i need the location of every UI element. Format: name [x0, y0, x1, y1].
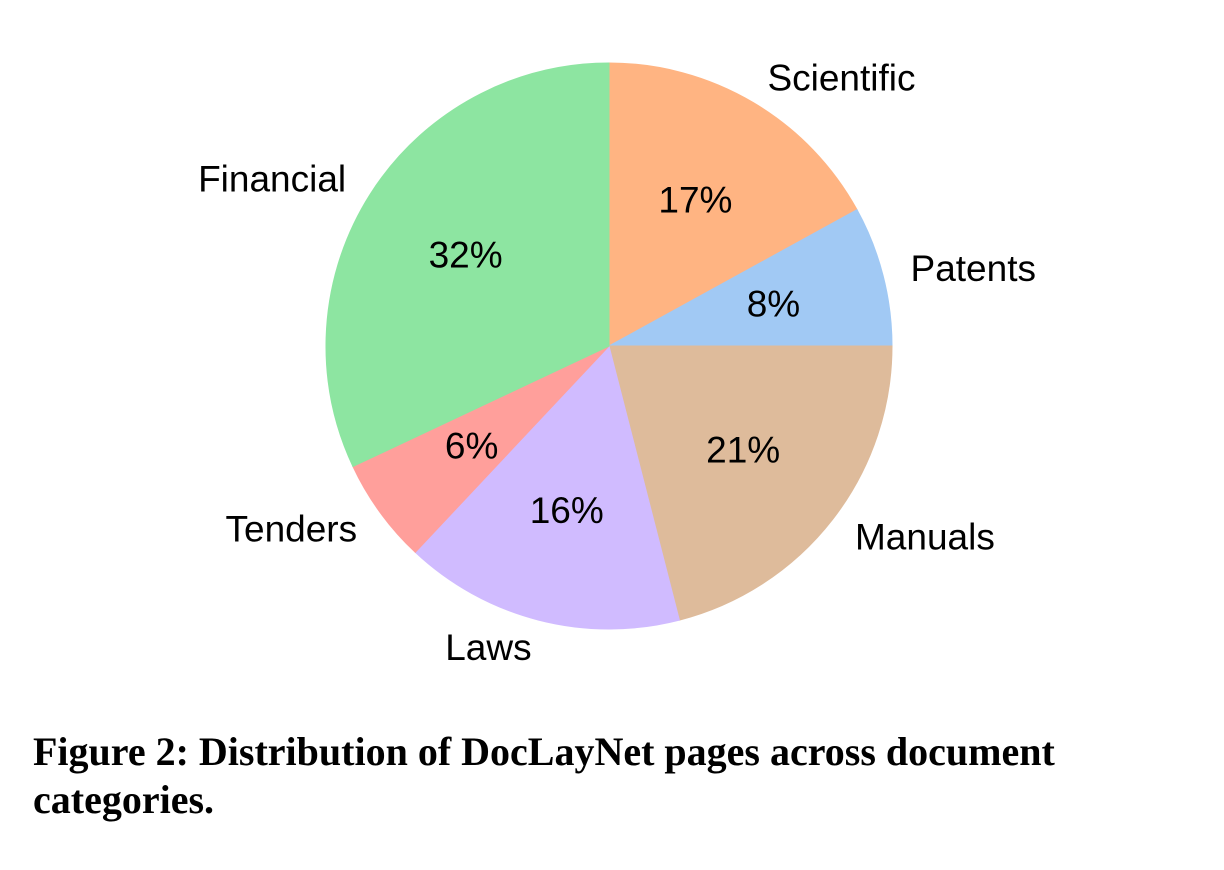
slice-percent-patents: 8%	[747, 283, 800, 324]
slice-label-patents: Patents	[911, 248, 1036, 289]
pie-slice-patents	[608, 208, 893, 347]
figure-caption: Figure 2: Distribution of DocLayNet page…	[33, 729, 1055, 822]
slice-percent-tenders: 6%	[445, 425, 498, 466]
pie-chart-canvas: 17% Scientific 8% Patents 21% Manuals 16% Laws 6…	[198, 58, 1036, 668]
pie-chart: 17% Scientific 8% Patents 21% Manuals 16% Laws 6…	[198, 58, 1036, 668]
slice-label-laws: Laws	[445, 627, 531, 668]
slice-percent-laws: 16%	[530, 490, 604, 531]
slice-label-tenders: Tenders	[226, 508, 358, 549]
pie-slice-laws	[414, 344, 680, 630]
pie-slice-financial	[325, 62, 610, 468]
slice-label-manuals: Manuals	[855, 516, 995, 557]
slice-percent-scientific: 17%	[658, 179, 732, 220]
pie-slice-manuals	[608, 345, 893, 621]
slice-percent-manuals: 21%	[706, 430, 780, 471]
slice-label-scientific: Scientific	[767, 58, 915, 99]
pie-slice-scientific	[608, 62, 858, 347]
slice-percent-financial: 32%	[429, 235, 503, 276]
slice-label-financial: Financial	[198, 159, 346, 200]
